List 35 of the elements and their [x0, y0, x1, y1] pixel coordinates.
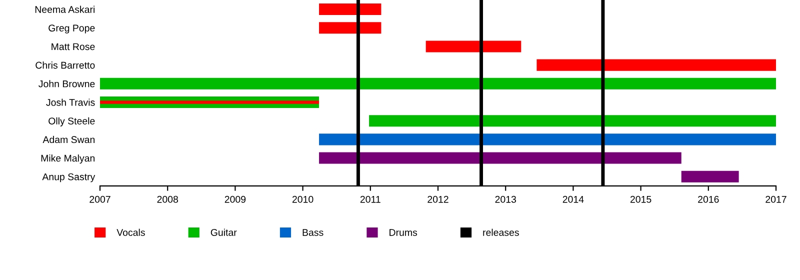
bar: [681, 170, 739, 182]
legend-label: releases: [483, 228, 519, 236]
y-tick-label: Anup Sastry: [42, 173, 96, 182]
legend-label: Drums: [390, 229, 418, 236]
y-tick-label: Mike Malyan: [41, 154, 95, 164]
x-tick-label: 2007: [90, 196, 110, 203]
legend-label: Vocals: [116, 228, 145, 236]
x-tick-label: 2015: [630, 196, 652, 203]
y-tick-label: John Browne: [38, 80, 95, 88]
x-tick-label: 2016: [698, 196, 719, 203]
y-tick-label: Adam Swan: [42, 136, 95, 144]
legend-label: Guitar: [210, 228, 237, 236]
y-tick-label: Olly Steele: [48, 117, 95, 126]
x-tick-label: 2008: [157, 196, 178, 203]
legend-label: Bass: [302, 229, 324, 236]
bar: [536, 59, 776, 71]
y-tick-label: Chris Barretto: [36, 62, 95, 69]
y-tick-label: Josh Travis: [46, 98, 95, 106]
bar: [319, 4, 382, 16]
y-tick-label: Neema Askari: [35, 6, 94, 13]
bar: [100, 78, 776, 90]
x-tick-label: 2012: [428, 196, 448, 203]
x-tick-label: 2010: [292, 196, 314, 203]
y-tick-label: Greg Pope: [48, 24, 95, 34]
y-tick-label: Matt Rose: [52, 43, 95, 50]
x-tick-label: 2013: [495, 196, 516, 203]
x-tick-label: 2011: [360, 196, 380, 203]
bar: [319, 152, 682, 164]
x-tick-label: 2014: [562, 196, 584, 203]
bar: [319, 134, 776, 146]
x-tick-label: 2017: [766, 196, 786, 203]
bar: [426, 40, 522, 52]
bar: [319, 22, 382, 34]
bar: [369, 115, 776, 127]
x-tick-label: 2009: [224, 196, 246, 203]
